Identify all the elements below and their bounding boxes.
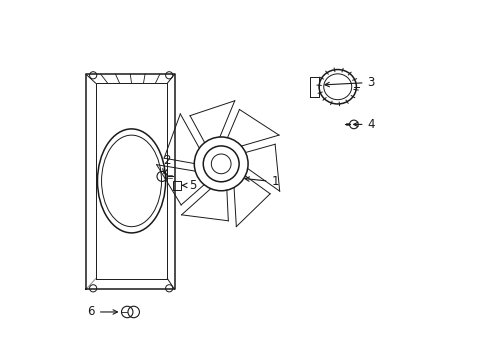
Text: 5: 5 xyxy=(182,179,196,192)
Text: 4: 4 xyxy=(353,118,374,131)
Text: 1: 1 xyxy=(244,175,278,188)
Text: 3: 3 xyxy=(324,76,374,89)
Text: 2: 2 xyxy=(163,154,170,174)
Text: 6: 6 xyxy=(87,306,117,319)
